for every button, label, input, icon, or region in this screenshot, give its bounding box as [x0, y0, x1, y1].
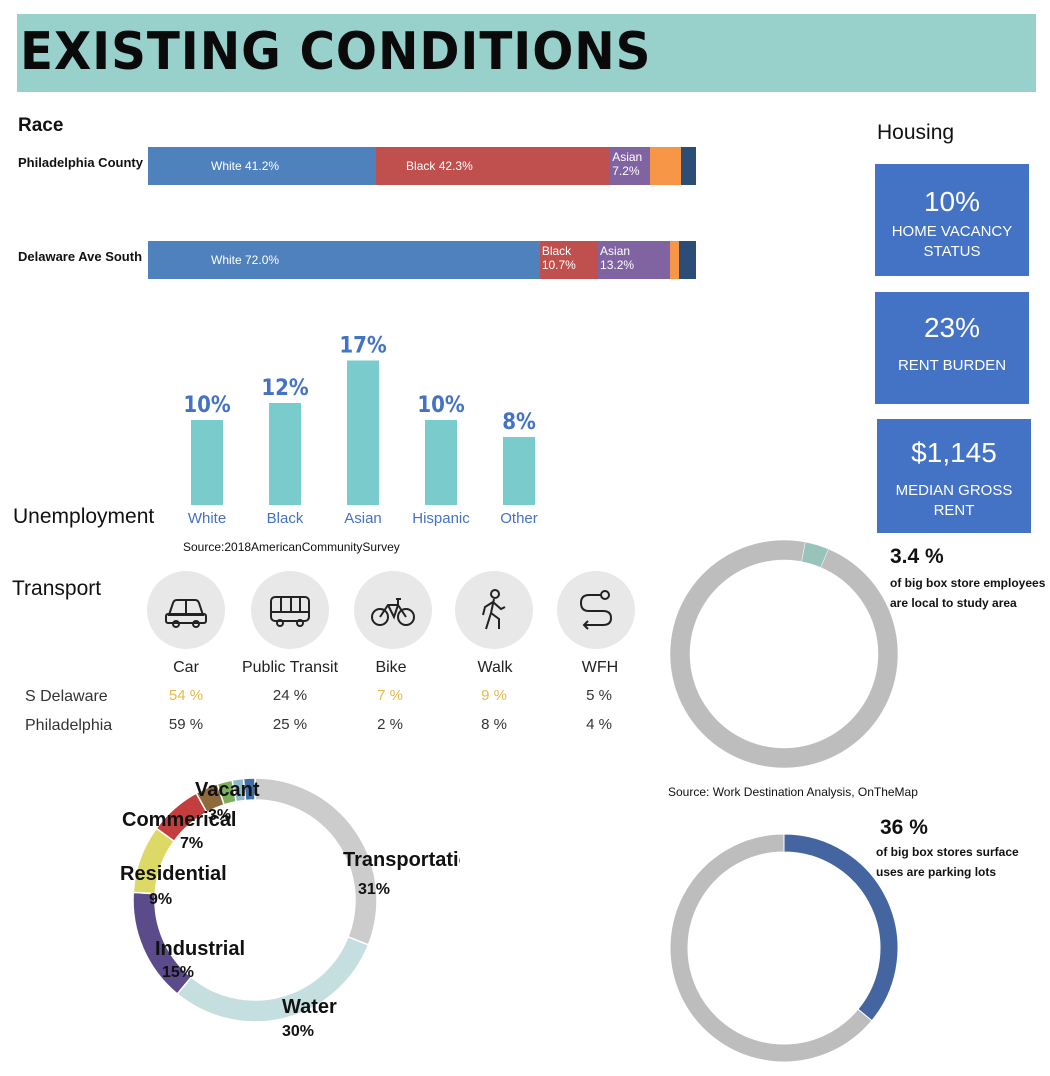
unemployment-source: Source:2018AmericanCommunitySurvey [183, 540, 400, 554]
donut-slice-non-local [669, 539, 899, 769]
bus-icon [251, 571, 329, 649]
race-bar-delaware: White 72.0% Black 10.7% Asian 13.2% [148, 241, 696, 279]
housing-box-rent-burden: 23% RENT BURDEN [875, 292, 1029, 404]
transport-mode-label: WFH [581, 659, 619, 676]
housing-value: 10% [923, 186, 981, 217]
unemployment-bar-chart: 10% White 12% Black 17% Asian 10% Hispanic 8% Oth… [183, 334, 538, 528]
race-segment-black: Black 42.3% [376, 147, 611, 185]
transport-value-cell: 2 % [377, 716, 403, 733]
landuse-percent: 31% [358, 881, 390, 898]
landuse-percent: 7% [180, 835, 203, 852]
housing-label: RENT BURDEN [897, 357, 1007, 374]
unemployment-category-label: White [188, 510, 226, 527]
transport-value-cell: 9 % [481, 687, 507, 704]
landuse-donut-chart: Transportation 31% Water 30% Industrial 15% Re… [120, 777, 460, 1040]
transport-row-label: Philadelphia [25, 717, 113, 734]
bike-icon [354, 571, 432, 649]
landuse-label: Transportation [343, 849, 460, 871]
housing-label: MEDIAN GROSS RENT [895, 482, 1013, 519]
landuse-percent: 15% [162, 964, 194, 981]
race-segment-label: Asian 7.2% [612, 150, 643, 178]
route-icon [557, 571, 635, 649]
employees-percent: 3.4 % [890, 545, 944, 568]
race-segment-label: Black 10.7% [541, 244, 576, 272]
transport-value-cell: 25 % [272, 716, 308, 733]
transport-value-cell: 7 % [377, 687, 403, 704]
unemployment-bar [269, 403, 301, 505]
unemployment-bar [503, 437, 535, 505]
landuse-label: Water [282, 996, 337, 1018]
race-segment-other [678, 241, 696, 279]
race-segment-label: Asian 13.2% [600, 244, 635, 272]
walk-icon [455, 571, 533, 649]
race-title: Race [18, 115, 64, 136]
housing-title: Housing [877, 121, 955, 144]
unemployment-value-label: 17% [339, 334, 387, 359]
unemployment-bar [191, 420, 223, 505]
housing-box-vacancy: 10% HOME VACANCY STATUS [875, 164, 1029, 276]
transport-mode-label: Public Transit [241, 659, 339, 676]
landuse-percent: 9% [149, 891, 172, 908]
race-segment-hispanic [650, 147, 682, 185]
race-segment-label: White 72.0% [211, 253, 280, 267]
race-row-label: Delaware Ave South [18, 249, 143, 264]
transport-row-label: S Delaware [25, 688, 108, 705]
transport-title: Transport [12, 577, 102, 600]
unemployment-value-label: 12% [261, 376, 309, 401]
title-banner [17, 14, 1036, 92]
unemployment-value-label: 8% [502, 410, 536, 435]
unemployment-bar [425, 420, 457, 505]
race-segment-black: Black 10.7% [539, 241, 599, 279]
page-title: EXISTING CONDITIONS [20, 22, 652, 82]
unemployment-category-label: Other [500, 510, 538, 527]
landuse-label: Commerical [122, 809, 237, 831]
unemployment-title: Unemployment [13, 505, 155, 528]
race-segment-hispanic [669, 241, 679, 279]
parking-percent: 36 % [880, 816, 928, 839]
employees-source: Source: Work Destination Analysis, OnThe… [668, 785, 918, 799]
race-segment-white: White 41.2% [148, 147, 377, 185]
transport-value-cell: 54 % [168, 687, 204, 704]
parking-donut-chart [669, 833, 899, 1063]
race-bar-philadelphia: White 41.2% Black 42.3% Asian 7.2% [148, 147, 696, 185]
landuse-label: Residential [120, 863, 227, 885]
race-segment-label: Black 42.3% [406, 159, 473, 173]
unemployment-category-label: Hispanic [412, 510, 470, 527]
parking-caption: of big box stores surface uses are parki… [876, 845, 1019, 879]
transport-value-cell: 59 % [168, 716, 204, 733]
race-segment-white: White 72.0% [148, 241, 540, 279]
unemployment-category-label: Asian [344, 510, 382, 527]
unemployment-bar [347, 360, 379, 505]
race-segment-asian: Asian 13.2% [598, 241, 670, 279]
race-segment-label: White 41.2% [211, 159, 280, 173]
housing-value: 23% [923, 312, 981, 343]
race-segment-asian: Asian 7.2% [610, 147, 651, 185]
transport-mode-label: Car [173, 659, 199, 676]
race-segment-other [681, 147, 696, 185]
housing-label: HOME VACANCY STATUS [891, 223, 1013, 260]
unemployment-category-label: Black [267, 510, 304, 527]
landuse-percent: 30% [282, 1023, 314, 1040]
unemployment-value-label: 10% [417, 393, 465, 418]
unemployment-value-label: 10% [183, 393, 231, 418]
transport-value-cell: 4 % [586, 716, 612, 733]
transport-value-cell: 5 % [586, 687, 612, 704]
transport-value-cell: 24 % [272, 687, 308, 704]
employees-donut-chart [669, 539, 899, 769]
landuse-label: Industrial [155, 938, 245, 960]
landuse-label: Vacant [195, 779, 260, 801]
race-row-label: Philadelphia County [18, 155, 143, 170]
landuse-percent: 3% [208, 807, 231, 824]
donut-slice [242, 777, 256, 802]
donut-slice-other [669, 833, 873, 1063]
employees-caption: of big box store employees are local to … [890, 576, 1046, 610]
transport-value-cell: 8 % [481, 716, 507, 733]
transport-mode-label: Walk [477, 659, 513, 676]
car-icon [147, 571, 225, 649]
housing-box-median-rent: $1,145 MEDIAN GROSS RENT [877, 419, 1031, 533]
transport-mode-label: Bike [375, 659, 407, 676]
housing-value: $1,145 [911, 437, 997, 468]
